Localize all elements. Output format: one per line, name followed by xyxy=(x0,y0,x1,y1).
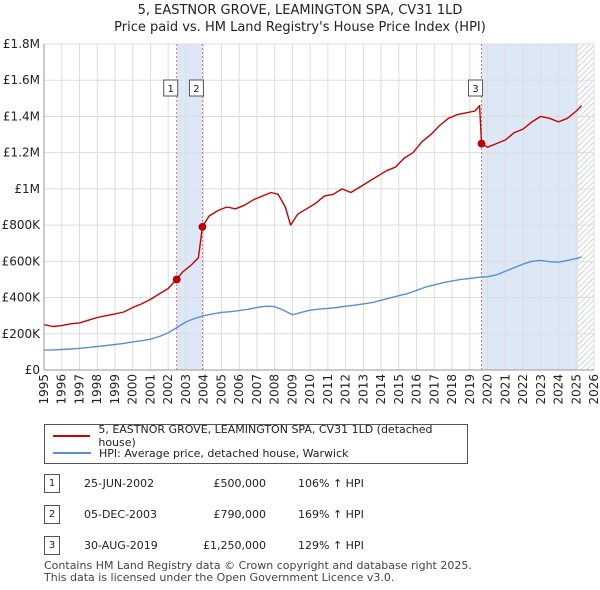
transaction-date: 25-JUN-2002 xyxy=(84,477,155,490)
chart-subtitle: Price paid vs. HM Land Registry's House … xyxy=(114,20,486,35)
y-tick-label: £1M xyxy=(14,182,40,196)
sale-point-2 xyxy=(198,223,207,231)
y-tick-label: £1.4M xyxy=(3,109,40,123)
transaction-number-badge: 3 xyxy=(44,536,60,555)
x-tick-label: 2007 xyxy=(250,374,264,405)
legend-label-property: 5, EASTNOR GROVE, LEAMINGTON SPA, CV31 1… xyxy=(98,423,433,449)
transaction-number-badge: 2 xyxy=(44,505,60,524)
marker-label-box xyxy=(188,79,204,97)
x-tick-label: 2025 xyxy=(569,374,583,405)
x-tick-label: 2000 xyxy=(126,374,140,405)
chart-legend: 5, EASTNOR GROVE, LEAMINGTON SPA, CV31 1… xyxy=(44,423,468,464)
transaction-date: 30-AUG-2019 xyxy=(84,539,158,552)
x-tick-label: 2010 xyxy=(303,374,317,405)
hpi-line xyxy=(44,256,582,351)
x-tick-label: 2018 xyxy=(445,374,459,405)
transaction-hpi-change: 169% ↑ HPI xyxy=(298,508,364,521)
x-tick-label: 2006 xyxy=(232,374,246,405)
y-tick-label: £600K xyxy=(2,254,42,268)
projection-hatch xyxy=(578,44,594,370)
highlight-band xyxy=(176,44,203,370)
x-tick-label: 2003 xyxy=(179,374,193,405)
transaction-price: £790,000 xyxy=(213,508,267,521)
transaction-price: £500,000 xyxy=(213,477,267,490)
x-tick-label: 2001 xyxy=(143,374,157,405)
footer-license: This data is licensed under the Open Gov… xyxy=(44,571,395,584)
legend-swatch-hpi xyxy=(53,452,91,454)
transaction-hpi-change: 106% ↑ HPI xyxy=(298,477,364,490)
x-tick-label: 2026 xyxy=(587,374,600,405)
chart-title-address: 5, EASTNOR GROVE, LEAMINGTON SPA, CV31 1… xyxy=(137,3,463,18)
legend-label-hpi: HPI: Average price, detached house, Warw… xyxy=(99,446,349,460)
transaction-number-badge: 1 xyxy=(44,474,60,493)
sale-point-1 xyxy=(172,275,181,284)
x-tick-label: 2019 xyxy=(463,374,477,405)
x-tick-label: 2011 xyxy=(321,374,335,405)
table-row: 1 25-JUN-2002 £500,000 106% ↑ HPI xyxy=(44,474,444,494)
table-row: 2 05-DEC-2003 £790,000 169% ↑ HPI xyxy=(44,505,444,525)
x-tick-label: 2017 xyxy=(427,374,441,405)
y-tick-label: £800K xyxy=(2,218,42,232)
transaction-date: 05-DEC-2003 xyxy=(84,508,158,521)
footer-attribution: Contains HM Land Registry data © Crown c… xyxy=(44,560,472,584)
x-tick-label: 2012 xyxy=(339,374,353,405)
y-tick-label: £0 xyxy=(25,363,40,377)
x-tick-label: 2005 xyxy=(214,374,228,405)
x-tick-label: 2002 xyxy=(161,374,175,405)
x-tick-label: 2021 xyxy=(498,374,512,405)
legend-swatch-property xyxy=(53,435,91,437)
x-tick-label: 2013 xyxy=(356,374,370,405)
x-tick-label: 2024 xyxy=(552,374,566,405)
transaction-hpi-change: 129% ↑ HPI xyxy=(298,539,364,552)
x-tick-label: 2004 xyxy=(197,374,211,405)
x-tick-label: 2015 xyxy=(392,374,406,405)
table-row: 3 30-AUG-2019 £1,250,000 129% ↑ HPI xyxy=(44,536,444,556)
x-tick-label: 2014 xyxy=(374,374,388,405)
legend-item-property: 5, EASTNOR GROVE, LEAMINGTON SPA, CV31 1… xyxy=(53,423,467,449)
y-tick-label: £400K xyxy=(2,291,42,305)
x-tick-label: 1999 xyxy=(108,374,122,405)
x-tick-label: 2023 xyxy=(534,374,548,405)
marker-label-2: 2 xyxy=(193,84,199,95)
x-tick-label: 1995 xyxy=(37,374,51,405)
highlight-band xyxy=(481,44,579,370)
y-tick-label: £200K xyxy=(2,327,42,341)
x-tick-label: 1996 xyxy=(55,374,69,405)
marker-label-box xyxy=(163,79,179,97)
x-tick-label: 2020 xyxy=(481,374,495,405)
x-tick-label: 2022 xyxy=(516,374,530,405)
x-tick-label: 2009 xyxy=(285,374,299,405)
footer-copyright: Contains HM Land Registry data © Crown c… xyxy=(44,559,472,572)
marker-label-1: 1 xyxy=(168,84,174,95)
y-tick-label: £1.2M xyxy=(3,146,40,160)
price-chart: 1 2 3 £0 £200K £400K £600K £800K £1M £1.2M £1.4M £… xyxy=(2,37,600,405)
x-tick-label: 2008 xyxy=(268,374,282,405)
x-tick-label: 2016 xyxy=(410,374,424,405)
sale-point-3 xyxy=(477,139,486,148)
property-price-line xyxy=(44,104,583,328)
marker-label-3: 3 xyxy=(472,84,478,95)
transaction-price: £1,250,000 xyxy=(203,539,266,552)
x-tick-label: 1997 xyxy=(72,374,86,405)
y-tick-label: £1.6M xyxy=(3,73,40,87)
y-tick-label: £1.8M xyxy=(3,37,40,51)
x-tick-label: 1998 xyxy=(90,374,104,405)
marker-label-box xyxy=(468,79,484,97)
legend-item-hpi: HPI: Average price, detached house, Warw… xyxy=(53,445,349,461)
